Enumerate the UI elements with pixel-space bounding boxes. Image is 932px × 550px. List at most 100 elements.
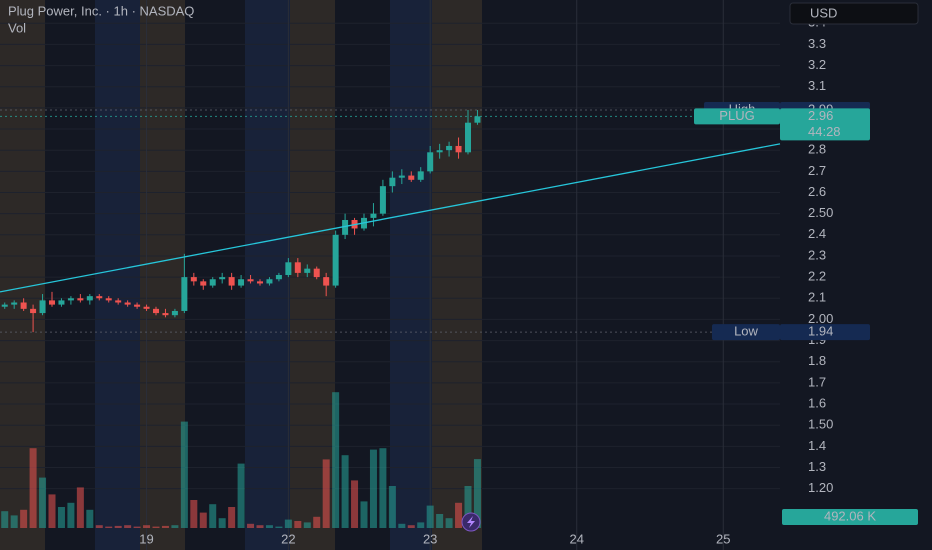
volume-bar [152,526,160,528]
volume-bar [1,511,9,528]
x-tick-label: 22 [281,531,295,546]
volume-bar [455,502,463,528]
chart-title: Plug Power, Inc. · 1h · NASDAQ [8,3,194,18]
price-label-name: PLUG [719,108,754,123]
y-tick-label: 2.4 [808,226,826,241]
price-label-name: Low [734,324,758,339]
volume-bar [313,516,321,528]
candle-body [219,277,226,280]
candle-body [20,302,27,309]
y-tick-label: 2.2 [808,269,826,284]
candle-body [389,177,396,187]
candle-body [247,279,254,282]
candle-body [1,304,8,307]
volume-bar [247,523,255,528]
candle-body [446,145,453,151]
volume-bar [369,449,377,528]
candle-body [124,302,131,305]
candle-body [332,234,339,286]
bar-countdown: 44:28 [808,124,841,139]
x-tick-label: 19 [139,531,153,546]
volume-bar [388,486,396,528]
volume-bar [39,477,47,528]
volume-bar [445,518,453,528]
candle-body [143,306,150,309]
volume-value: 492.06 K [824,508,876,523]
candle-body [49,300,55,305]
y-tick-label: 1.50 [808,417,833,432]
candle-body [379,186,386,214]
candle-body [67,298,74,301]
y-tick-label: 2.8 [808,142,826,157]
candle-body [11,302,18,305]
candle-body [30,308,37,314]
volume-bar [322,459,330,528]
volume-bar [209,504,217,528]
price-value: 1.94 [808,324,833,339]
event-icon-glyph [467,516,475,528]
candle-body [408,175,415,180]
candle-body [162,313,169,316]
volume-bar [464,486,472,528]
candle-body [39,300,46,314]
extended-session [432,0,482,550]
y-tick-label: 1.20 [808,480,833,495]
volume-bar [10,515,18,528]
y-tick-label: 2.00 [808,311,833,326]
volume-bar [218,518,226,528]
volume-bar [199,512,207,528]
volume-bar [303,522,311,528]
candle-body [417,171,424,180]
volume-bar [105,526,113,528]
candle-body [105,298,112,301]
volume-bar [426,505,434,528]
y-tick-label: 1.8 [808,353,826,368]
y-tick-label: 1.4 [808,438,826,453]
volume-bar [143,525,151,528]
price-label-tag [712,324,780,341]
candle-body [86,296,93,301]
y-tick-label: 2.50 [808,205,833,220]
y-tick-label: 3.2 [808,57,826,72]
extended-session [140,0,185,550]
extended-session [0,0,45,550]
volume-bar [228,507,236,528]
extended-session [245,0,290,550]
volume-bar [473,459,481,528]
volume-pane [1,392,481,528]
candle-body [77,298,84,301]
volume-value-tag [782,509,918,525]
x-tick-label: 23 [423,531,437,546]
volume-bar [417,522,425,528]
extended-session [390,0,432,550]
candle-body [285,262,292,275]
y-tick-label: 1.3 [808,459,826,474]
candle-body [398,175,405,178]
session-bands [0,0,482,550]
x-tick-label: 24 [569,531,583,546]
candle-body [238,279,245,286]
volume-bar [379,448,387,528]
extended-session [95,0,140,550]
volume-bar [133,526,141,528]
price-value-tag [780,108,870,141]
candle-body [427,152,434,172]
candle-body [96,296,103,299]
volume-bar [284,519,292,528]
candle-body [436,150,443,153]
candle-body [58,300,65,305]
candle-body [304,268,311,273]
volume-bar [190,500,198,528]
y-tick-label: 2.1 [808,290,826,305]
candle-body [181,277,188,311]
volume-bar [256,525,264,528]
candle-body [370,213,377,218]
currency-button[interactable] [789,2,919,25]
y-tick-label: 1.6 [808,395,826,410]
currency-label[interactable]: USD [810,5,837,20]
volume-bar [275,526,283,528]
candle-body [294,262,301,273]
candle-body [342,220,349,235]
